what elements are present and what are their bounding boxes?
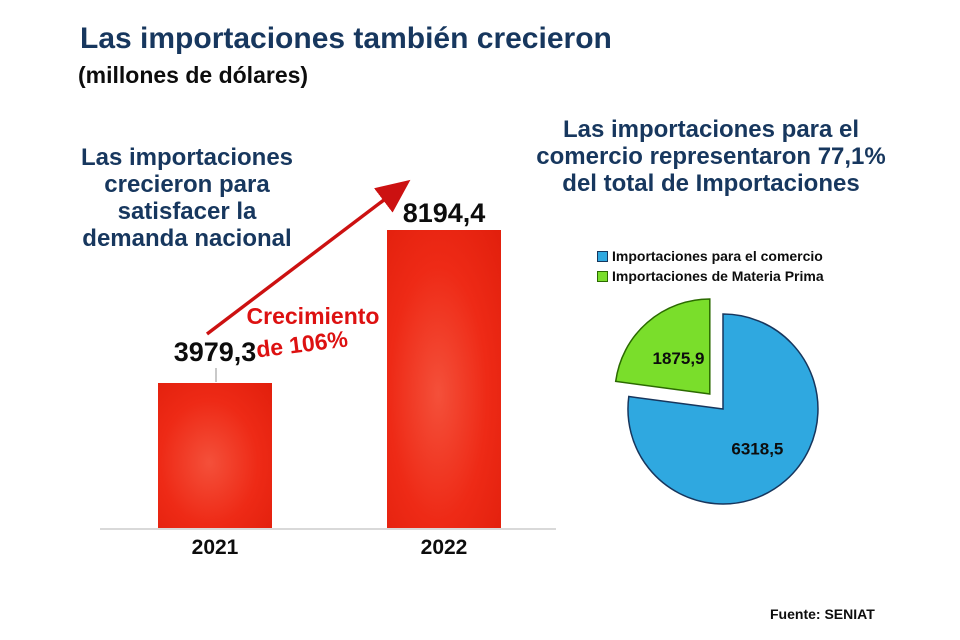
page-title: Las importaciones también crecieron — [80, 22, 612, 55]
pie-slice-1 — [614, 298, 711, 395]
bar-chart: 3979,3 2021 8194,4 2022 — [100, 190, 556, 580]
bar-2022 — [387, 230, 501, 528]
right-note: Las importaciones para el comercio repre… — [536, 116, 886, 197]
page-subtitle: (millones de dólares) — [78, 62, 309, 88]
pie-slice-0 — [627, 313, 819, 505]
legend-label: Importaciones para el comercio — [612, 248, 823, 264]
growth-annotation-line1: Crecimiento — [246, 303, 380, 329]
pie-chart: 6318,5 1875,9 — [614, 298, 819, 505]
x-axis-baseline — [100, 528, 556, 530]
bar-value-label: 8194,4 — [402, 198, 486, 228]
bar-category-label: 2021 — [191, 536, 239, 559]
legend-swatch-icon — [597, 250, 608, 262]
pie-slice-label: 1875,9 — [653, 349, 705, 368]
legend-item: Importaciones para el comercio — [597, 248, 824, 264]
bar-category-label: 2022 — [420, 536, 468, 559]
pie-slice-label: 6318,5 — [731, 439, 783, 458]
bar-2021 — [158, 383, 272, 528]
legend-item: Importaciones de Materia Prima — [597, 268, 824, 284]
pie-legend: Importaciones para el comercio Importacio… — [597, 248, 824, 288]
source-note: Fuente: SENIAT — [770, 606, 875, 622]
legend-label: Importaciones de Materia Prima — [612, 268, 824, 284]
legend-swatch-icon — [597, 270, 608, 282]
value-leader-line — [215, 368, 217, 382]
bar-value-label: 3979,3 — [173, 337, 257, 367]
